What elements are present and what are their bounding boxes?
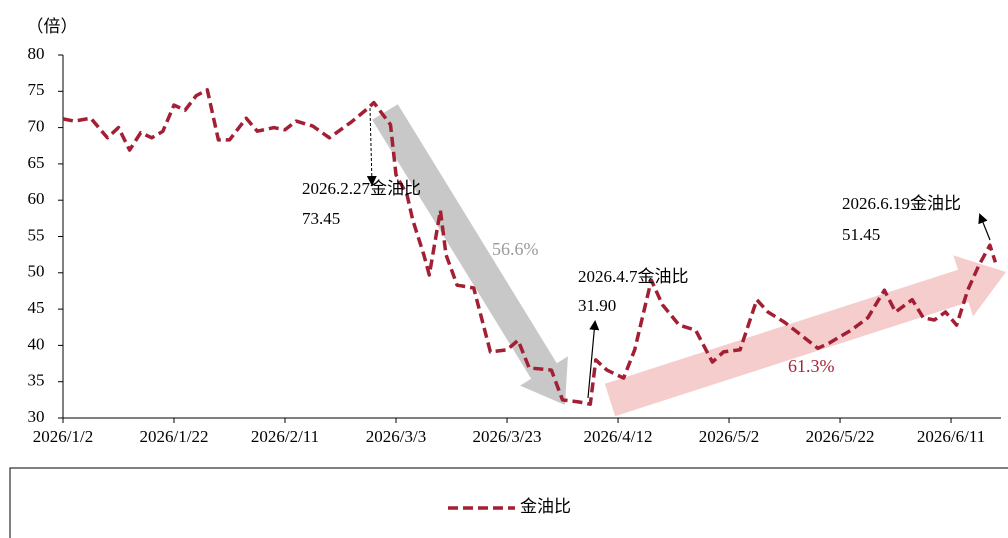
x-tick-label: 2026/3/23 xyxy=(473,427,542,446)
x-tick-label: 2026/1/22 xyxy=(140,427,209,446)
y-tick-label: 45 xyxy=(28,298,45,317)
x-tick-label: 2026/6/11 xyxy=(917,427,985,446)
y-axis-label: （倍） xyxy=(27,17,78,36)
annotation: 2026.6.19金油比 xyxy=(842,194,961,213)
y-tick-label: 75 xyxy=(28,80,45,99)
annotation: 51.45 xyxy=(842,225,880,244)
x-tick-label: 2026/2/11 xyxy=(251,427,319,446)
legend-box xyxy=(9,467,1008,538)
pointer-arrow xyxy=(366,107,377,186)
y-tick-label: 35 xyxy=(28,371,45,390)
annotation: 31.90 xyxy=(578,296,616,315)
y-tick-label: 50 xyxy=(28,262,45,281)
y-tick-label: 55 xyxy=(28,225,45,244)
x-tick-label: 2026/5/2 xyxy=(699,427,759,446)
y-tick-label: 60 xyxy=(28,189,45,208)
x-tick-label: 2026/1/2 xyxy=(33,427,93,446)
rise-arrow xyxy=(604,255,1006,417)
y-tick-label: 40 xyxy=(28,334,45,353)
annotation: 73.45 xyxy=(302,209,340,228)
pointer-arrow xyxy=(978,213,991,241)
x-tick-label: 2026/5/22 xyxy=(806,427,875,446)
y-tick-label: 65 xyxy=(28,153,45,172)
pointer-arrow xyxy=(587,320,600,399)
annotation: 2026.2.27金油比 xyxy=(302,179,421,198)
decline-arrow xyxy=(372,104,568,405)
trend-label: 61.3% xyxy=(788,356,835,376)
y-tick-label: 80 xyxy=(28,44,45,63)
y-tick-label: 70 xyxy=(28,117,45,136)
annotation: 2026.4.7金油比 xyxy=(578,267,689,286)
y-tick-label: 30 xyxy=(28,407,45,426)
x-tick-label: 2026/3/3 xyxy=(366,427,426,446)
legend-label: 金油比 xyxy=(520,497,571,516)
trend-label: 56.6% xyxy=(492,239,539,259)
data-line xyxy=(62,88,998,406)
x-tick-label: 2026/4/12 xyxy=(584,427,653,446)
plot-area: 30 35 40 45 50 55 60 65 70 75 80 2026/1/2 2026/1/22 2… xyxy=(28,44,1001,446)
